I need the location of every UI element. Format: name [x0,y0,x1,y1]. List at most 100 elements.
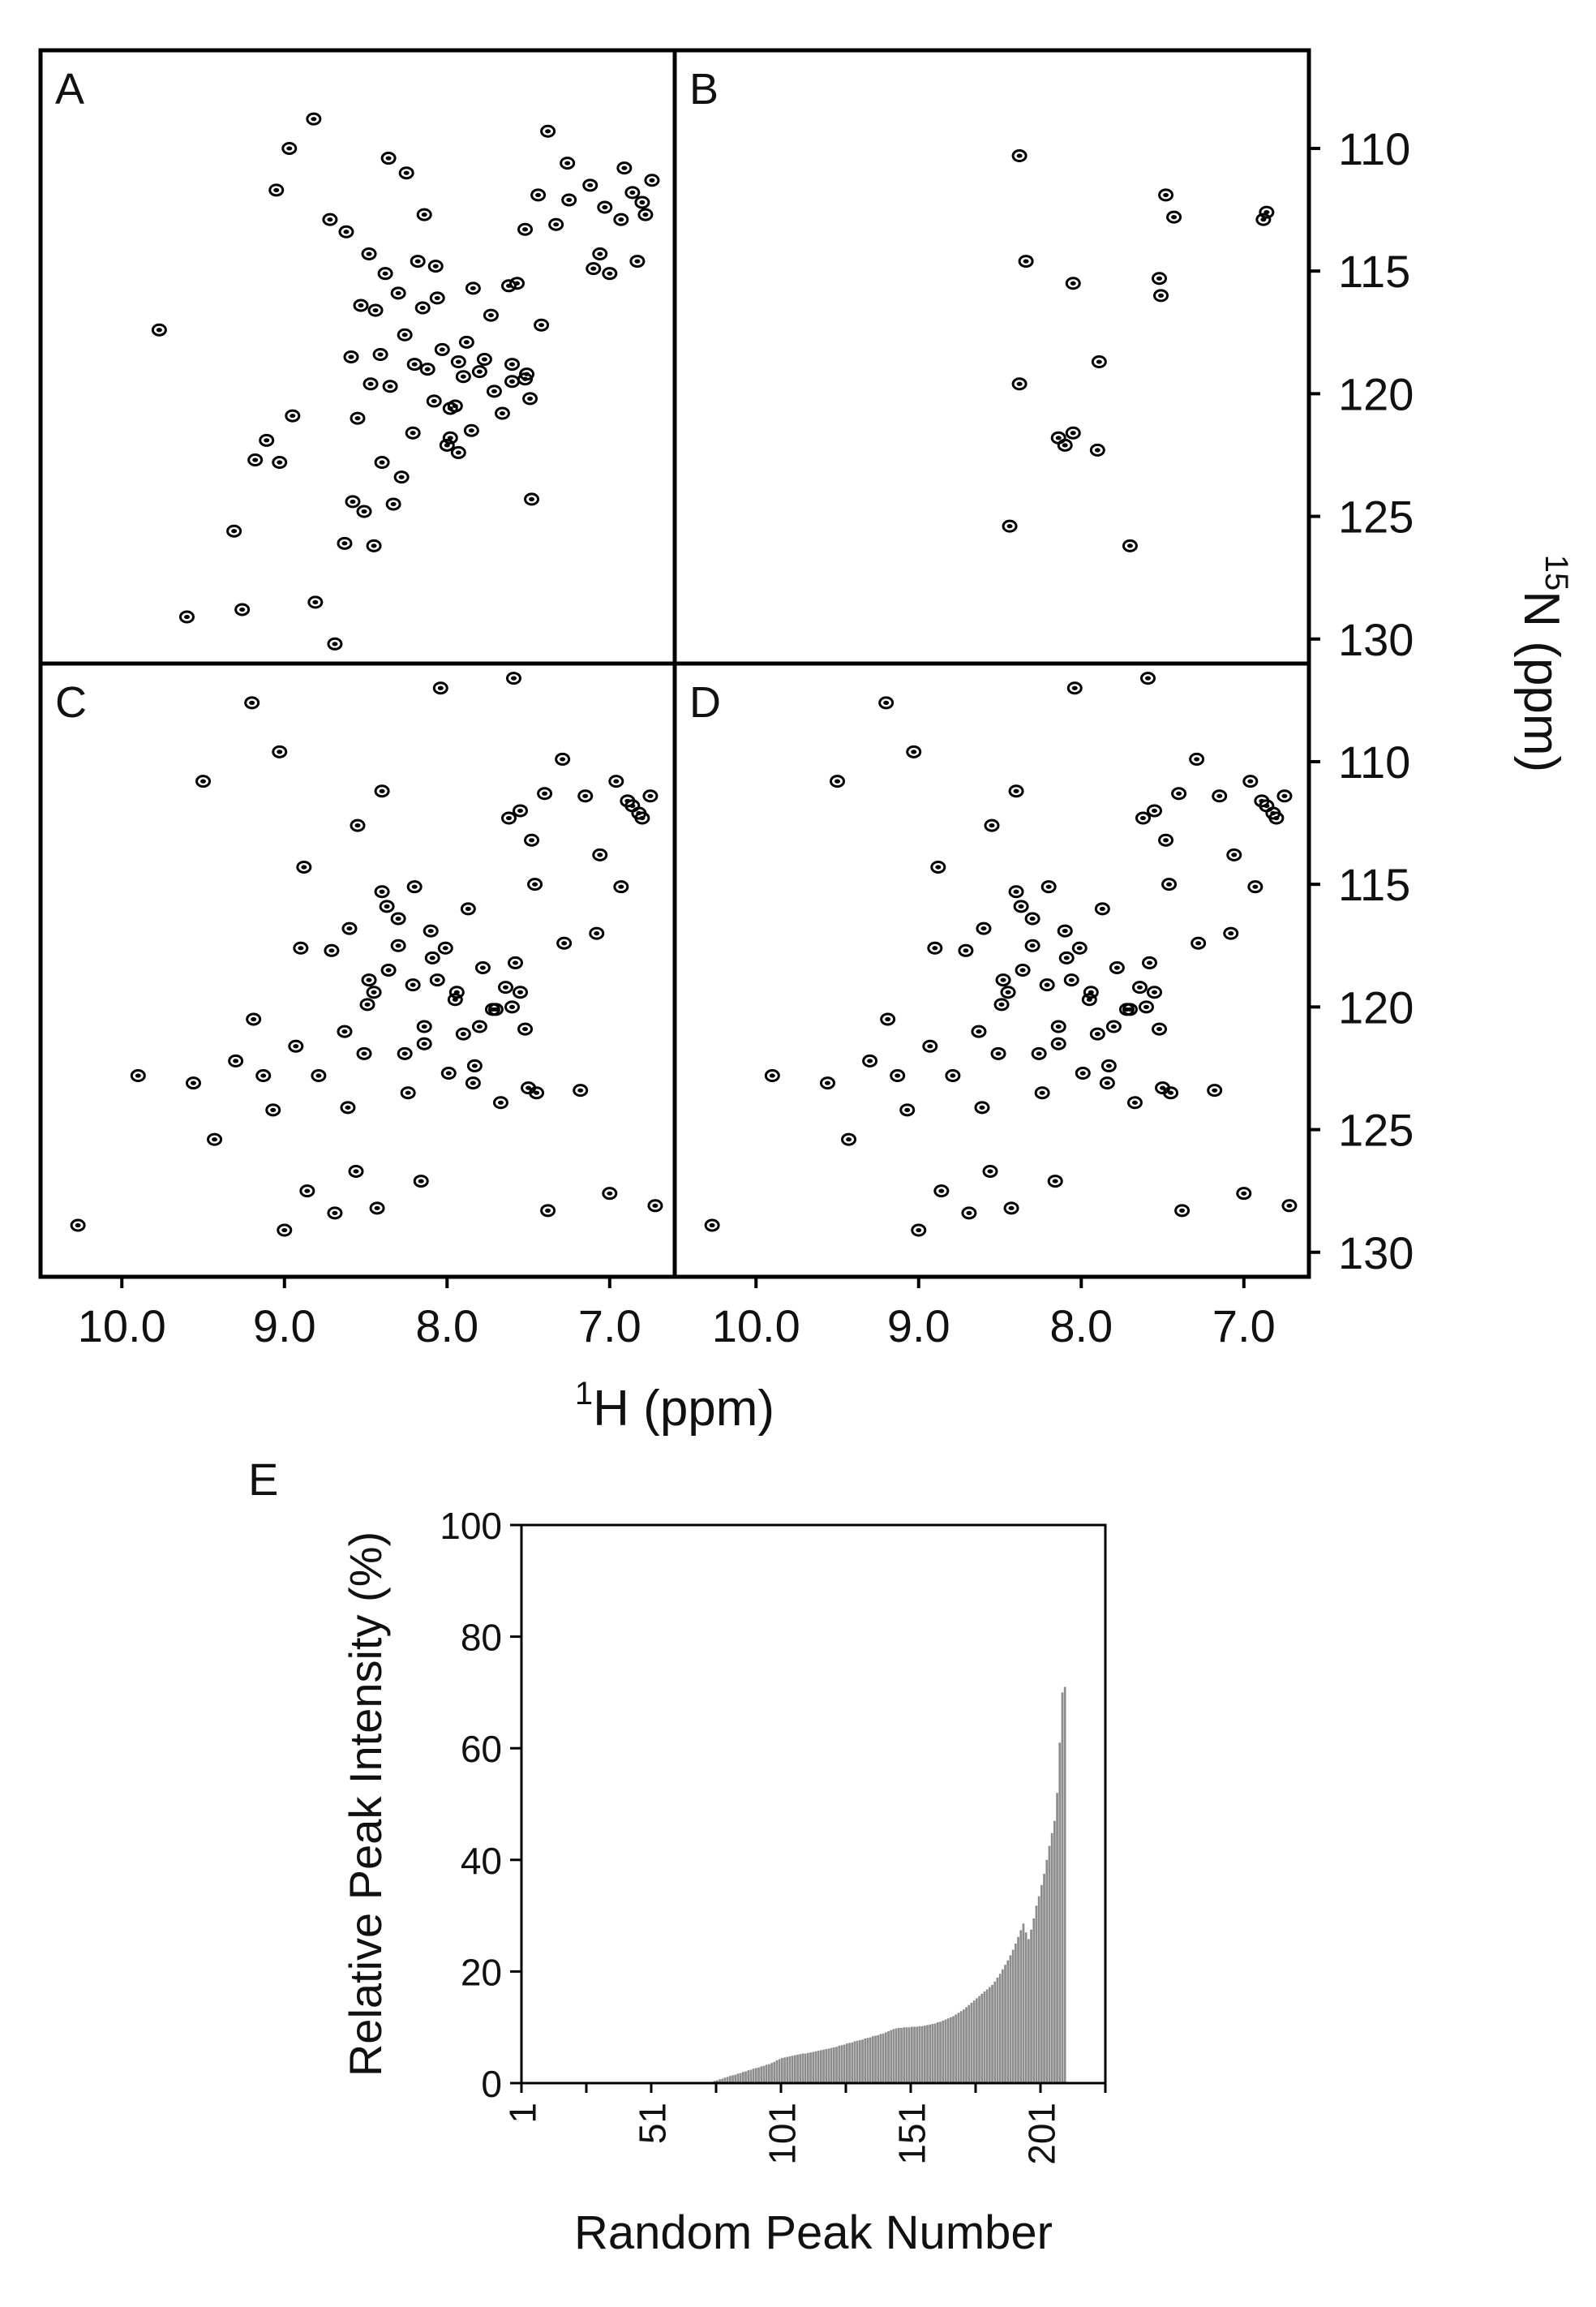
peak-a [463,423,479,437]
intensity-bar [729,2076,732,2083]
peak-c [507,956,523,969]
peak-c [350,818,366,832]
intensity-bar [778,2059,781,2083]
intensity-bar [851,2042,854,2083]
y-tick-label: 110 [1338,737,1410,788]
peak-d [961,1206,977,1220]
peak-d [841,1132,857,1146]
intensity-bar [838,2045,841,2083]
peak-d [1050,1020,1066,1033]
peak-d [704,1218,720,1232]
peak-b [1166,210,1182,224]
intensity-bar [791,2056,794,2083]
intensity-bar [967,2004,971,2083]
intensity-bar [840,2045,843,2083]
peak-d [1024,912,1040,926]
intensity-bar [1015,1944,1017,2083]
peak-b [1065,426,1081,440]
intensity-bar [887,2031,890,2083]
intensity-bar [833,2047,835,2083]
peak-c [577,789,594,803]
peak-c [405,978,421,992]
intensity-bar [931,2024,934,2083]
peak-d [906,745,922,758]
peak-d [1254,794,1270,808]
intensity-bar [726,2077,729,2083]
y-tick-label: 130 [1338,1227,1414,1278]
intensity-bar [933,2023,937,2083]
intensity-bar [879,2034,882,2083]
peak-d [1236,1187,1252,1201]
peak-a [367,303,384,317]
peak-d [1147,804,1163,818]
intensity-bar [991,1984,993,2083]
peak-c [555,752,571,766]
intensity-bar [907,2027,911,2083]
intensity-bar [898,2027,900,2083]
intensity-bar [848,2043,851,2083]
peak-d [927,941,943,955]
intensity-bar [1037,1896,1040,2083]
peak-d [1089,1027,1105,1041]
peak-a [592,247,608,260]
peak-a [363,377,379,391]
peak-d [1013,900,1029,913]
panel-e-y-tick-label: 80 [461,1617,502,1659]
peak-c [602,1187,618,1201]
peak-c [647,1199,663,1213]
peak-a [397,328,413,342]
peak-c [504,1000,520,1014]
peak-c [337,1025,353,1038]
peak-c [537,787,553,801]
peak-a [377,267,393,281]
intensity-bar [752,2069,755,2083]
intensity-bar [905,2027,908,2083]
panel-e-x-tick-label: 1 [502,2103,544,2124]
intensity-bar [762,2065,766,2083]
intensity-bar [853,2041,856,2083]
peak-d [1191,936,1207,950]
intensity-bar [804,2053,807,2083]
peak-a [247,453,264,467]
peak-a [629,255,646,269]
intensity-bar [719,2079,721,2083]
peak-d [1161,878,1178,891]
peak-c [348,1164,364,1178]
intensity-bar [911,2026,913,2083]
peak-a [442,431,458,445]
peak-d [995,973,1011,987]
panel-d: D [672,661,1311,1279]
peak-c [424,951,440,964]
peak-c [366,986,382,999]
intensity-bar [742,2072,744,2083]
intensity-bar [843,2044,846,2083]
intensity-bar [1002,1969,1004,2083]
peak-d [1276,789,1293,803]
intensity-bar [814,2051,817,2083]
intensity-bar [807,2052,809,2083]
spectra-x-ticks: 10.0 9.0 8.0 7.0 10.0 9.0 8.0 7.0 [78,1277,1276,1351]
peak-a [259,433,275,447]
intensity-bar [996,1977,999,2083]
peak-d [1057,924,1073,938]
peak-a [406,358,423,372]
peak-d [976,922,992,935]
intensity-bar [874,2035,877,2083]
intensity-bar [895,2028,898,2083]
y-tick-label: 130 [1338,614,1414,665]
peak-c [631,806,647,820]
peak-a [410,255,426,269]
x-axis-label-sup: 1 [575,1376,593,1411]
peak-c [293,941,309,955]
intensity-bar [1004,1965,1006,2083]
peak-c [474,960,491,974]
peak-b [1122,539,1138,552]
peak-c [471,1020,487,1033]
peak-a [471,365,487,379]
panel-c-peaks [70,672,663,1237]
intensity-bar [959,2011,963,2083]
y-axis-label-sup: 15 [1538,555,1574,591]
peak-a [151,323,167,337]
intensity-bar [1032,1918,1036,2083]
peak-c [277,1223,293,1237]
